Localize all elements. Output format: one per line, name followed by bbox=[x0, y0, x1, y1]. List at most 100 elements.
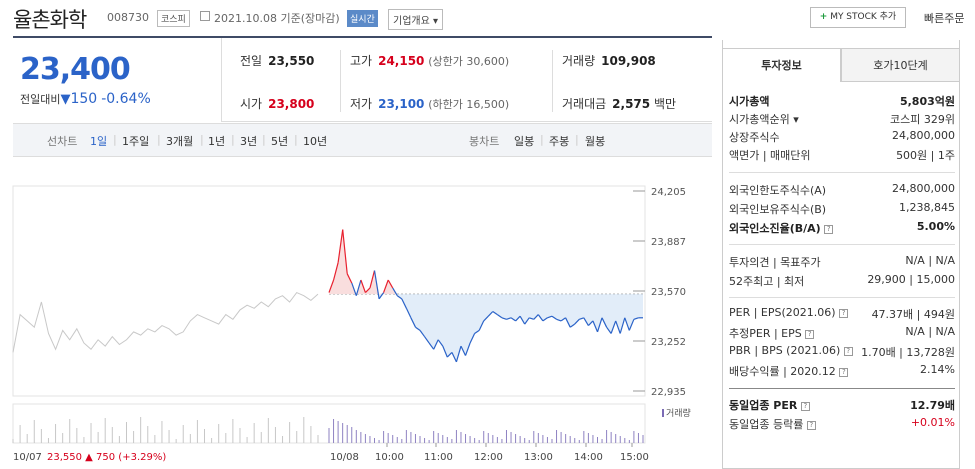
foreign-hold-row: 외국인보유주식수(B) 1,238,845 bbox=[729, 201, 955, 216]
candle-weekly[interactable]: 주봉 bbox=[549, 135, 570, 148]
today-line-segment bbox=[515, 315, 521, 322]
today-line-segment bbox=[547, 315, 553, 319]
tab-invest-info[interactable]: 투자정보 bbox=[722, 48, 841, 82]
x-tick-label: 12:00 bbox=[474, 452, 503, 463]
x-tick-label: 13:00 bbox=[524, 452, 553, 463]
my-stock-button[interactable]: + MY STOCK 추가 bbox=[810, 7, 906, 28]
today-line-segment bbox=[579, 317, 584, 320]
today-line-segment bbox=[610, 320, 617, 334]
today-line-segment bbox=[428, 342, 435, 350]
volume-legend-swatch bbox=[662, 409, 664, 417]
calendar-icon bbox=[200, 11, 210, 21]
help-icon[interactable]: ? bbox=[843, 346, 853, 356]
x-tick-label: 11:00 bbox=[424, 452, 453, 463]
x-tick-label: 15:00 bbox=[620, 452, 649, 463]
stock-name: 율촌화학 bbox=[13, 8, 87, 32]
today-line-segment bbox=[378, 292, 385, 300]
per-row: PER | EPS(2021.06) ? 47.37배 | 494원 bbox=[729, 306, 955, 321]
chevron-down-icon[interactable]: ▾ bbox=[793, 113, 799, 126]
period-1w[interactable]: 1주일 bbox=[122, 135, 150, 148]
help-icon[interactable]: ? bbox=[839, 367, 849, 377]
panel-divider bbox=[729, 297, 955, 298]
today-line-segment bbox=[392, 287, 398, 297]
high-price: 고가 24,150 (상한가 30,600) bbox=[350, 54, 510, 68]
period-3y[interactable]: 3년 bbox=[240, 135, 258, 148]
candle-daily[interactable]: 일봉 bbox=[514, 135, 535, 148]
open-price: 시가 23,800 bbox=[240, 97, 315, 111]
today-line-segment bbox=[619, 317, 626, 334]
today-line-segment bbox=[355, 279, 362, 296]
my-stock-label: MY STOCK 추가 bbox=[830, 12, 897, 22]
period-5y[interactable]: 5년 bbox=[271, 135, 289, 148]
tab-orderbook[interactable]: 호가10단계 bbox=[841, 48, 960, 82]
today-line-segment bbox=[333, 262, 339, 281]
period-1d[interactable]: 1일 bbox=[90, 135, 108, 148]
down-triangle-icon: ▼ bbox=[60, 92, 71, 107]
info-tabs: 투자정보 호가10단계 bbox=[722, 48, 960, 82]
today-line-segment bbox=[442, 345, 448, 358]
today-line-segment bbox=[342, 229, 348, 274]
period-10y[interactable]: 10년 bbox=[303, 135, 328, 148]
today-line-segment bbox=[455, 345, 462, 363]
change-amount: 150 bbox=[70, 91, 98, 107]
date-value: 2021.10.08 bbox=[214, 12, 277, 25]
today-line-segment bbox=[373, 270, 380, 299]
today-line-segment bbox=[478, 320, 485, 331]
today-line-segment bbox=[628, 319, 635, 331]
today-line-segment bbox=[396, 295, 403, 300]
corp-overview-dropdown[interactable]: 기업개요 ▾ bbox=[388, 9, 444, 30]
help-icon[interactable]: ? bbox=[805, 329, 815, 339]
today-line-segment bbox=[364, 287, 371, 294]
y-tick-label: 23,570 bbox=[651, 287, 686, 298]
stock-code: 008730 bbox=[107, 11, 149, 24]
header-divider bbox=[13, 36, 712, 38]
today-line-segment bbox=[606, 326, 612, 334]
today-line-segment bbox=[633, 317, 639, 320]
corp-overview-label: 기업개요 bbox=[393, 16, 430, 27]
opinion-row: 투자의견 | 목표주가 N/A | N/A bbox=[729, 254, 955, 269]
candle-monthly[interactable]: 월봉 bbox=[585, 135, 606, 148]
price-chart[interactable]: 24,205 23,887 23,570 23,252 22,935 거래량 10/07 10… bbox=[0, 158, 712, 469]
period-3m[interactable]: 3개월 bbox=[166, 135, 194, 148]
price-box: 23,400 전일대비▼150 -0.64% bbox=[13, 38, 222, 122]
foreign-limit-row: 외국인한도주식수(A) 24,800,000 bbox=[729, 182, 955, 197]
help-icon[interactable]: ? bbox=[806, 420, 816, 430]
quick-order-link[interactable]: 빠른주문 bbox=[924, 12, 965, 25]
candle-chart-label[interactable]: 봉차트 bbox=[469, 135, 500, 148]
today-line-segment bbox=[405, 308, 412, 319]
today-line-segment bbox=[492, 311, 498, 316]
help-icon[interactable]: ? bbox=[824, 224, 834, 234]
realtime-button[interactable]: 실시간 bbox=[347, 10, 378, 27]
today-line-segment bbox=[369, 270, 376, 289]
today-line-segment bbox=[415, 326, 421, 331]
change-percent: -0.64% bbox=[101, 91, 151, 107]
x-tick-label: 10:00 bbox=[375, 452, 404, 463]
below-area-fill bbox=[329, 229, 643, 362]
panel-divider bbox=[729, 244, 955, 245]
foreign-ratio-row: 외국인소진율(B/A) ? 5.00% bbox=[729, 220, 955, 235]
today-line-segment bbox=[383, 279, 389, 293]
today-line-segment bbox=[533, 314, 539, 320]
prev-close: 전일 23,550 bbox=[240, 54, 315, 68]
today-line-segment bbox=[524, 317, 530, 325]
help-icon[interactable]: ? bbox=[800, 401, 810, 411]
est-per-row: 추정PER | EPS ? N/A | N/A bbox=[729, 325, 955, 340]
today-line-segment bbox=[501, 317, 507, 320]
today-line-segment bbox=[401, 298, 407, 309]
today-line-segment bbox=[574, 318, 580, 325]
line-chart-label[interactable]: 선차트 bbox=[47, 135, 78, 148]
today-line-segment bbox=[569, 323, 576, 328]
today-line-segment bbox=[419, 330, 426, 338]
today-line-segment bbox=[560, 317, 566, 322]
today-line-segment bbox=[551, 315, 557, 320]
y-tick-label: 22,935 bbox=[651, 387, 686, 398]
today-line-segment bbox=[469, 333, 476, 344]
help-icon[interactable]: ? bbox=[839, 308, 849, 318]
y-tick-label: 23,252 bbox=[651, 337, 686, 348]
market-badge: 코스피 bbox=[157, 10, 190, 27]
today-line-segment bbox=[464, 342, 471, 356]
today-line-segment bbox=[537, 314, 544, 322]
today-line-segment bbox=[556, 318, 562, 322]
quote-date: 2021.10.08 기준(장마감) bbox=[214, 10, 340, 26]
period-1y[interactable]: 1년 bbox=[208, 135, 226, 148]
